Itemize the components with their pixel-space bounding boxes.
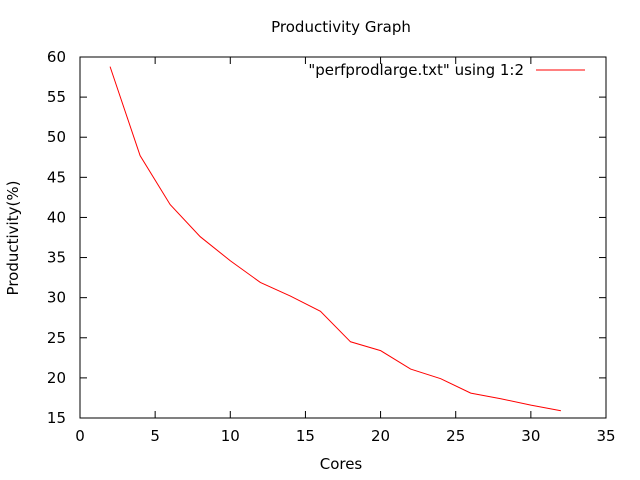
- y-tick-label: 30: [47, 289, 66, 307]
- legend: "perfprodlarge.txt" using 1:2: [308, 61, 585, 79]
- y-axis-tick-labels: 15 20 25 30 35 40 45 50 55 60: [47, 48, 66, 427]
- chart-title: Productivity Graph: [271, 18, 411, 36]
- y-tick-label: 50: [47, 128, 66, 146]
- x-tick-label: 10: [221, 427, 240, 445]
- y-tick-label: 20: [47, 369, 66, 387]
- x-axis-title: Cores: [320, 455, 363, 473]
- y-axis-title: Productivity(%): [4, 181, 22, 296]
- y-axis-ticks: [80, 56, 606, 419]
- legend-label: "perfprodlarge.txt" using 1:2: [308, 61, 524, 79]
- y-tick-label: 40: [47, 208, 66, 226]
- x-tick-label: 25: [446, 427, 465, 445]
- y-tick-label: 55: [47, 88, 66, 106]
- x-tick-label: 5: [150, 427, 160, 445]
- series-line: [109, 66, 562, 412]
- y-tick-label: 35: [47, 249, 66, 267]
- y-tick-label: 60: [47, 48, 66, 66]
- x-tick-label: 35: [596, 427, 615, 445]
- x-axis-tick-labels: 0 5 10 15 20 25 30 35: [75, 427, 615, 445]
- y-tick-label: 25: [47, 329, 66, 347]
- y-tick-label: 15: [47, 409, 66, 427]
- x-axis-ticks: [79, 57, 607, 418]
- y-tick-label: 45: [47, 168, 66, 186]
- x-tick-label: 15: [296, 427, 315, 445]
- x-tick-label: 0: [75, 427, 85, 445]
- x-tick-label: 30: [521, 427, 540, 445]
- x-tick-label: 20: [371, 427, 390, 445]
- series-layer: [109, 66, 562, 412]
- plot-frame: [79, 56, 607, 419]
